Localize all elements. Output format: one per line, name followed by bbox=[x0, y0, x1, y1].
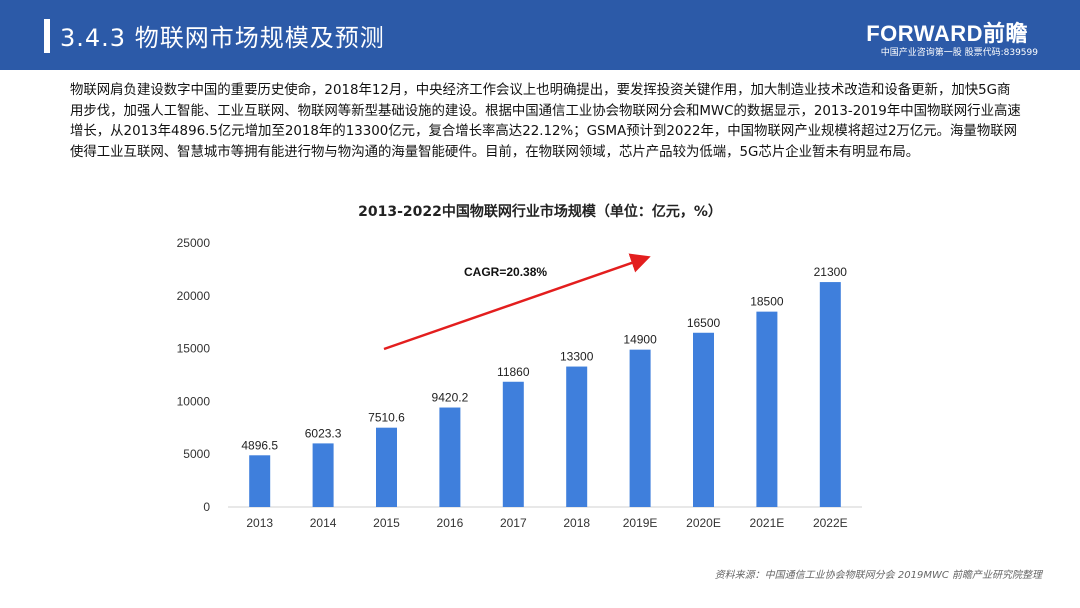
y-tick-label: 5000 bbox=[183, 447, 210, 461]
cagr-arrow bbox=[383, 253, 651, 351]
bar bbox=[312, 443, 334, 507]
bar-value-label: 14900 bbox=[623, 333, 657, 347]
intro-paragraph: 物联网肩负建设数字中国的重要历史使命，2018年12月，中央经济工作会议上也明确… bbox=[70, 83, 1021, 160]
header-bar: 3.4.3 物联网市场规模及预测 FORWARD前瞻 中国产业咨询第一股 股票代… bbox=[0, 0, 1080, 70]
title-accent bbox=[44, 19, 50, 53]
bar-value-label: 7510.6 bbox=[368, 411, 405, 425]
y-tick-label: 10000 bbox=[177, 394, 211, 408]
bar-value-label: 13300 bbox=[560, 350, 594, 364]
y-tick-label: 20000 bbox=[177, 289, 211, 303]
y-tick-label: 25000 bbox=[177, 236, 211, 250]
bar-value-label: 9420.2 bbox=[432, 391, 469, 405]
cagr-label: CAGR=20.38% bbox=[464, 265, 547, 279]
x-tick-label: 2018 bbox=[563, 516, 590, 530]
source-note: 资料来源：中国通信工业协会物联网分会 2019MWC 前瞻产业研究院整理 bbox=[714, 570, 1042, 581]
x-tick-label: 2019E bbox=[623, 516, 658, 530]
chart-title: 2013-2022中国物联网行业市场规模（单位：亿元，%） bbox=[358, 204, 722, 220]
y-tick-label: 0 bbox=[203, 500, 210, 514]
bar bbox=[629, 349, 651, 507]
bar bbox=[566, 366, 588, 507]
x-tick-label: 2022E bbox=[813, 516, 848, 530]
bar bbox=[439, 407, 461, 507]
bar bbox=[756, 311, 778, 507]
x-tick-label: 2017 bbox=[500, 516, 527, 530]
bar-value-label: 16500 bbox=[687, 316, 721, 330]
bar bbox=[376, 427, 397, 507]
x-tick-label: 2021E bbox=[750, 516, 785, 530]
y-tick-label: 15000 bbox=[177, 342, 211, 356]
brand-logo: FORWARD前瞻 bbox=[866, 21, 1028, 46]
bar bbox=[693, 332, 714, 507]
bar-value-label: 18500 bbox=[750, 295, 784, 309]
x-tick-label: 2016 bbox=[437, 516, 464, 530]
brand-tagline: 中国产业咨询第一股 股票代码:839599 bbox=[880, 48, 1038, 58]
bar bbox=[249, 455, 271, 507]
bar-value-label: 4896.5 bbox=[241, 438, 278, 452]
x-tick-label: 2013 bbox=[246, 516, 273, 530]
bar bbox=[819, 282, 841, 507]
bar-value-label: 11860 bbox=[497, 365, 530, 379]
page-title: 3.4.3 物联网市场规模及预测 bbox=[60, 24, 385, 52]
bar bbox=[502, 381, 524, 507]
bar-value-label: 21300 bbox=[814, 265, 848, 279]
x-tick-label: 2020E bbox=[686, 516, 721, 530]
x-tick-label: 2014 bbox=[310, 516, 337, 530]
x-tick-label: 2015 bbox=[373, 516, 400, 530]
bar-value-label: 6023.3 bbox=[305, 426, 342, 440]
